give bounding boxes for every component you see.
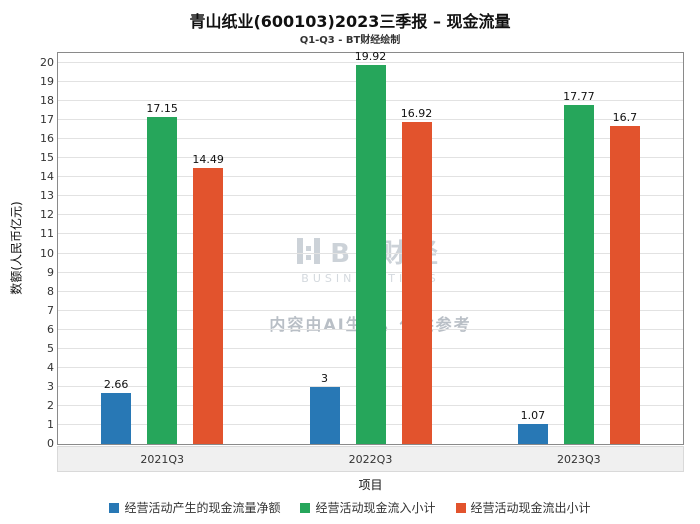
- legend-swatch: [300, 502, 311, 513]
- y-tick-label: 12: [40, 208, 54, 222]
- y-tick-label: 5: [47, 341, 54, 355]
- y-tick-label: 17: [40, 113, 54, 127]
- legend-swatch: [109, 502, 120, 513]
- y-tick-label: 18: [40, 94, 54, 108]
- y-tick-label: 3: [47, 379, 54, 393]
- y-tick-label: 16: [40, 132, 54, 146]
- bar-value-label: 3: [321, 371, 328, 385]
- y-tick-label: 7: [47, 303, 54, 317]
- bar-value-label: 16.92: [400, 106, 433, 120]
- x-category-label: 2022Q3: [348, 453, 393, 466]
- y-tick-label: 11: [40, 227, 54, 241]
- chart-title: 青山纸业(600103)2023三季报 – 现金流量: [189, 12, 511, 31]
- bar-2021Q3-series2: [147, 117, 178, 444]
- legend-label: 经营活动现金流入小计: [315, 501, 436, 515]
- x-category-label: 2023Q3: [557, 453, 601, 466]
- y-tick-label: 6: [47, 322, 54, 336]
- y-tick-label: 10: [40, 246, 54, 260]
- bar-value-label: 2.66: [103, 378, 129, 392]
- bar-value-label: 16.7: [612, 110, 638, 124]
- bar-2022Q3-series2: [355, 64, 386, 444]
- x-axis-band: 2021Q3 2022Q3 2023Q3: [57, 446, 684, 472]
- y-tick-label: 20: [40, 56, 54, 69]
- x-axis-label: 项目: [358, 478, 383, 492]
- gridline: [58, 62, 683, 63]
- y-tick-label: 9: [47, 265, 54, 279]
- y-tick-label: 2: [47, 398, 54, 412]
- bt-logo-icon: [297, 238, 321, 265]
- y-tick-label: 13: [40, 189, 54, 203]
- bar-value-label: 17.15: [146, 102, 178, 116]
- y-axis-label: 数额(人民币亿元): [9, 201, 24, 295]
- y-tick-label: 1: [47, 417, 54, 431]
- bar-2022Q3-series3: [401, 121, 432, 444]
- bar-2023Q3-series2: [563, 105, 594, 444]
- legend-label: 经营活动现金流出小计: [470, 501, 591, 515]
- bar-value-label: 17.77: [563, 90, 595, 104]
- legend-label: 经营活动产生的现金流量净额: [124, 501, 281, 515]
- chart-subtitle: Q1-Q3 - BT财经绘制: [299, 35, 401, 46]
- bar-2021Q3-series3: [193, 167, 224, 444]
- bar-2023Q3-series3: [609, 125, 640, 444]
- legend-item: 经营活动产生的现金流量净额: [109, 499, 280, 516]
- bar-value-label: 19.92: [354, 49, 387, 63]
- y-tick-label: 0: [47, 437, 54, 450]
- bar-value-label: 14.49: [192, 152, 224, 166]
- legend-swatch: [455, 502, 466, 513]
- y-tick-label: 14: [40, 170, 54, 184]
- bar-value-label: 1.07: [520, 408, 546, 422]
- x-category-label: 2021Q3: [140, 453, 184, 466]
- bar-2021Q3-series1: [101, 393, 132, 444]
- y-tick-label: 15: [40, 151, 54, 165]
- bar-2023Q3-series1: [517, 423, 548, 444]
- y-tick-label: 8: [47, 284, 54, 298]
- plot-area: BT财经 BUSINESSTIVES 内容由AI生成，仅供参考 01234567…: [40, 49, 684, 450]
- legend-item: 经营活动现金流入小计: [300, 499, 436, 516]
- legend: 经营活动产生的现金流量净额 经营活动现金流入小计 经营活动现金流出小计: [0, 499, 700, 516]
- legend-item: 经营活动现金流出小计: [455, 499, 591, 516]
- y-tick-label: 4: [47, 360, 54, 374]
- y-tick-label: 19: [40, 75, 54, 89]
- bar-2022Q3-series1: [309, 386, 340, 444]
